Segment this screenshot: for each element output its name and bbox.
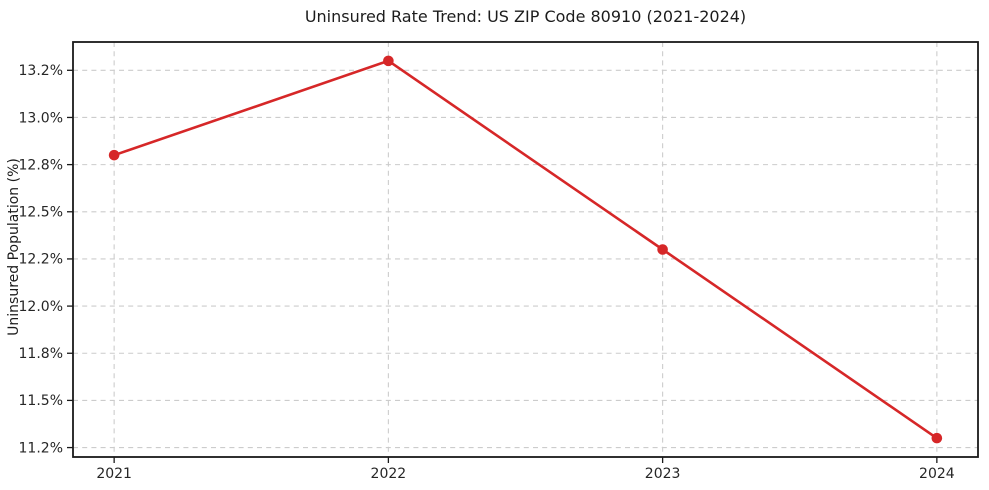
trend-line [112, 59, 939, 440]
data-point-marker [383, 55, 394, 67]
x-tick-label: 2024 [919, 466, 955, 482]
x-tick-label: 2023 [645, 466, 681, 482]
y-tick-label: 11.2% [19, 440, 63, 456]
y-tick-label: 12.0% [19, 299, 63, 315]
data-point-marker [108, 149, 120, 161]
data-point-marker [657, 244, 668, 255]
y-tick-label: 13.0% [19, 110, 63, 126]
x-tick-label: 2021 [96, 466, 132, 482]
y-tick-label: 11.8% [19, 346, 63, 362]
y-tick-label: 12.8% [19, 157, 63, 173]
data-point-marker [931, 432, 943, 444]
y-tick-label: 13.2% [19, 63, 63, 79]
chart-title: Uninsured Rate Trend: US ZIP Code 80910 … [304, 7, 747, 26]
x-tick-label: 2022 [371, 466, 407, 482]
axes-frame [72, 41, 979, 458]
y-tick-label: 11.5% [19, 393, 63, 409]
y-tick-label: 12.2% [19, 252, 63, 268]
y-tick-label: 12.5% [19, 205, 63, 221]
